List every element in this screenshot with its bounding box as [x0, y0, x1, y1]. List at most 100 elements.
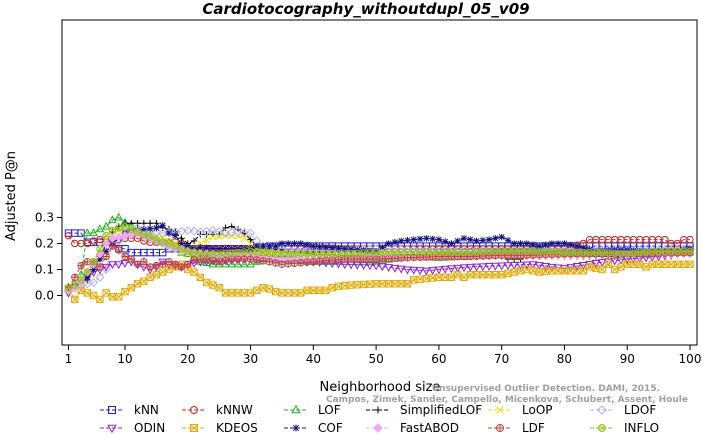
data-point	[496, 424, 504, 432]
data-point	[309, 258, 318, 266]
legend-label: LOF	[318, 403, 341, 417]
data-point	[479, 237, 487, 244]
data-point	[654, 260, 663, 269]
data-point	[285, 240, 292, 247]
data-point	[403, 280, 412, 288]
data-point	[108, 226, 117, 235]
legend-label: LDF	[522, 421, 545, 434]
data-point	[434, 266, 444, 275]
data-point	[183, 225, 193, 236]
data-point	[322, 256, 330, 265]
series-kdeos	[64, 260, 694, 304]
data-point	[272, 242, 279, 250]
data-point	[115, 293, 123, 301]
data-point	[352, 256, 362, 265]
data-point	[359, 262, 368, 270]
data-point	[146, 273, 154, 282]
data-point	[554, 240, 562, 247]
series-line	[68, 235, 690, 250]
data-point	[203, 236, 211, 244]
data-point	[134, 220, 141, 227]
data-point	[253, 242, 261, 250]
data-point	[523, 240, 530, 247]
data-point	[64, 284, 73, 292]
data-point	[209, 281, 217, 289]
data-point	[496, 406, 504, 414]
legend-label: kNN	[134, 403, 159, 417]
data-point	[398, 237, 405, 245]
data-point	[522, 261, 532, 270]
x-tick-label: 100	[679, 352, 702, 366]
data-point	[114, 236, 124, 246]
data-point	[246, 255, 255, 263]
data-point	[472, 263, 481, 272]
x-axis-label: Neighborhood size	[320, 380, 441, 395]
data-point	[278, 240, 286, 247]
data-point	[416, 235, 424, 243]
data-point	[221, 232, 229, 240]
data-point	[548, 267, 556, 275]
data-point	[374, 406, 382, 414]
data-point	[328, 256, 336, 264]
data-point	[158, 238, 168, 249]
data-point	[359, 256, 368, 265]
data-point	[221, 256, 230, 265]
data-point	[591, 259, 601, 268]
data-point	[428, 267, 437, 276]
data-point	[291, 240, 298, 247]
x-tick-label: 10	[117, 352, 132, 366]
data-point	[133, 280, 142, 288]
data-point	[517, 240, 524, 247]
data-point	[259, 257, 267, 265]
series-line	[68, 227, 690, 291]
data-point	[190, 255, 198, 263]
data-point	[328, 244, 336, 251]
data-point	[233, 227, 243, 237]
data-point	[365, 256, 375, 265]
data-point	[96, 295, 104, 304]
data-point	[145, 233, 155, 243]
data-point	[108, 215, 117, 224]
legend-entry-knn: kNN	[100, 403, 159, 417]
data-point	[127, 284, 135, 292]
data-point	[271, 287, 280, 296]
x-tick-label: 1	[65, 352, 73, 366]
data-point	[189, 226, 199, 236]
data-point	[83, 258, 92, 266]
data-point	[165, 258, 173, 266]
data-point	[239, 259, 249, 268]
data-point	[165, 229, 173, 237]
data-point	[303, 241, 311, 248]
data-point	[96, 245, 104, 253]
data-point	[158, 260, 167, 268]
data-point	[283, 244, 293, 254]
data-point	[509, 262, 519, 270]
legend-label: LoOP	[522, 403, 553, 417]
data-point	[478, 263, 488, 272]
data-point	[121, 222, 129, 231]
data-point	[159, 222, 166, 229]
data-point	[121, 252, 129, 261]
legend-entry-lof: LOF	[284, 403, 341, 417]
legend-label: INFLO	[624, 421, 659, 434]
data-point	[604, 260, 613, 269]
data-point	[152, 261, 161, 270]
data-point	[366, 255, 374, 263]
data-point	[310, 242, 317, 250]
legend-entry-simplifiedlof: SimplifiedLOF	[366, 403, 482, 417]
data-point	[127, 225, 135, 233]
data-point	[240, 255, 248, 263]
data-point	[567, 241, 574, 248]
data-point	[215, 284, 223, 292]
chart-title: Cardiotocography_withoutdupl_05_v09	[202, 0, 529, 18]
data-point	[390, 264, 400, 273]
legend-entry-inflo: INFLO	[590, 421, 659, 434]
data-point	[492, 235, 499, 242]
data-point	[346, 261, 356, 270]
y-axis-label: Adjusted P@n	[4, 151, 19, 241]
data-point	[534, 262, 544, 271]
data-point	[83, 268, 92, 276]
credit-line-2: Campos, Zimek, Sander, Campello, Micenko…	[326, 395, 688, 405]
data-point	[83, 239, 92, 248]
